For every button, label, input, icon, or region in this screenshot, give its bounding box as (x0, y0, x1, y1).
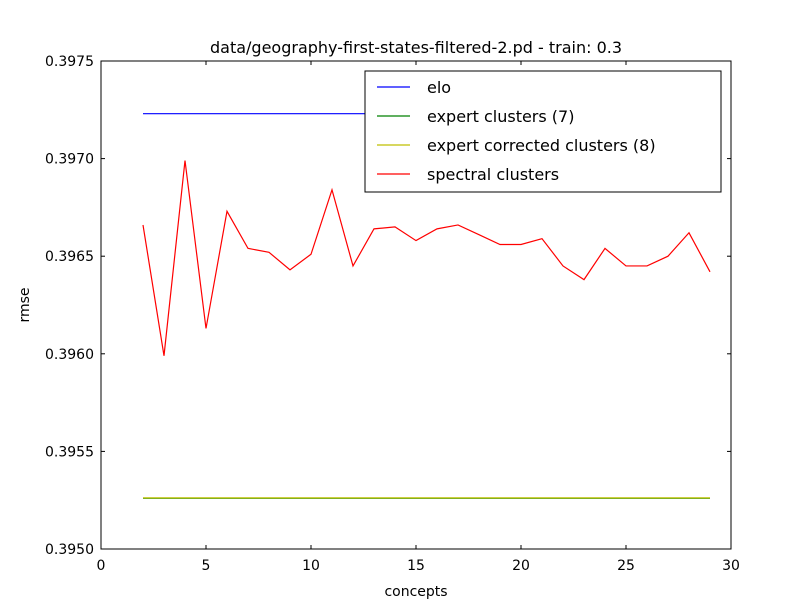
y-tick-label: 0.3955 (45, 444, 94, 460)
x-tick-label: 5 (202, 558, 211, 574)
legend-label: expert corrected clusters (8) (427, 136, 656, 155)
ticks-layer: 0 5 10 15 20 25 30 0.3950 0.3955 0.3960 0.3965 0.39… (45, 54, 740, 574)
y-axis-title: rmse (17, 287, 33, 322)
y-tick-label: 0.3975 (45, 54, 94, 70)
legend-label: spectral clusters (427, 165, 559, 184)
legend: elo expert clusters (7) expert corrected c… (364, 70, 722, 193)
legend-box (364, 70, 722, 193)
x-tick-label: 25 (617, 558, 635, 574)
legend-label: elo (427, 78, 451, 97)
x-axis-title: concepts (384, 584, 447, 600)
x-tick-label: 0 (97, 558, 106, 574)
legend-label: expert clusters (7) (427, 107, 574, 126)
y-tick-label: 0.3965 (45, 249, 94, 265)
x-tick-label: 20 (512, 558, 530, 574)
chart-title: data/geography-first-states-filtered-2.p… (210, 38, 622, 57)
x-tick-label: 15 (407, 558, 425, 574)
y-tick-label: 0.3950 (45, 542, 94, 558)
series-line-3 (142, 160, 711, 356)
y-tick-label: 0.3970 (45, 152, 94, 168)
x-tick-label: 30 (722, 558, 740, 574)
x-tick-label: 10 (302, 558, 320, 574)
y-tick-label: 0.3960 (45, 347, 94, 363)
